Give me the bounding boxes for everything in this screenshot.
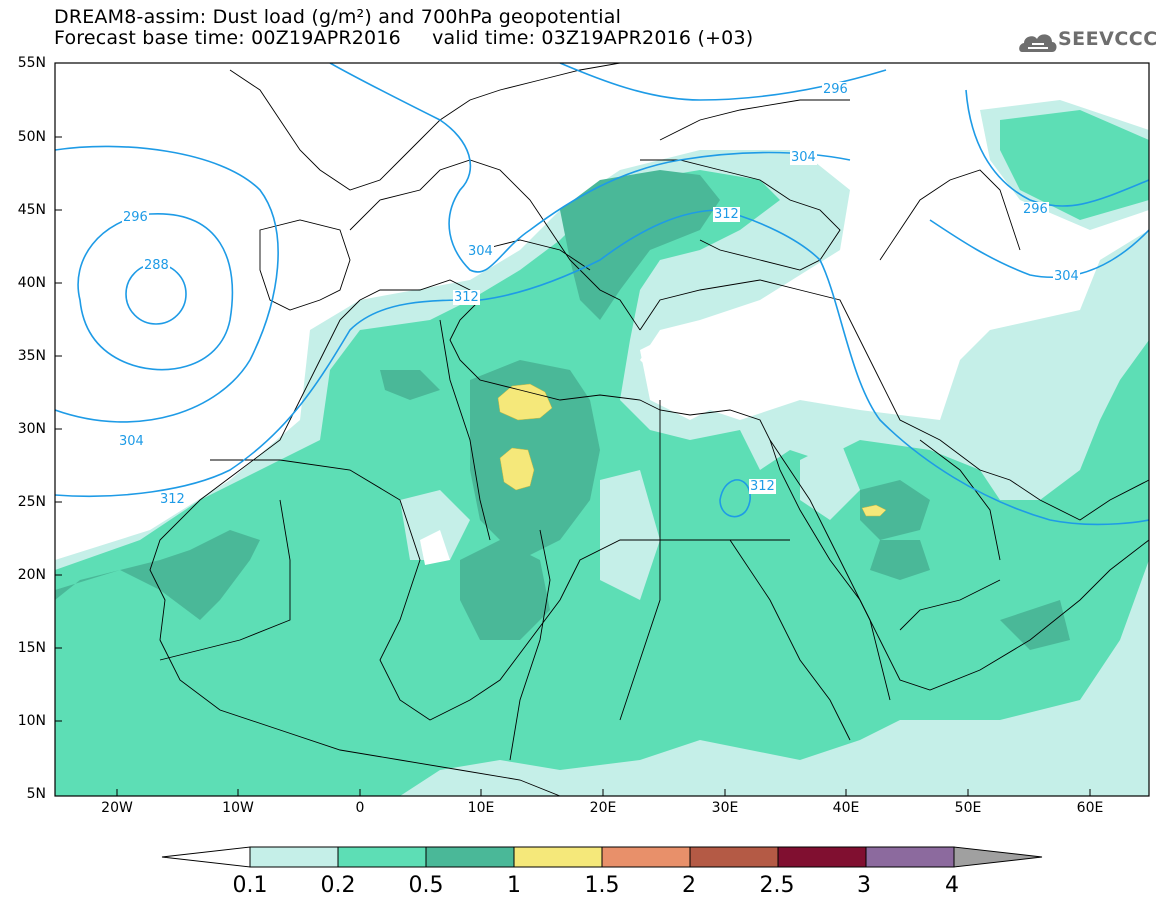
colorbar-tick-label: 1.5 (584, 873, 620, 898)
chart-title: DREAM8-assim: Dust load (g/m²) and 700hP… (54, 6, 622, 28)
colorbar-tick-label: 1 (507, 873, 521, 898)
lon-label: 20W (101, 800, 133, 816)
contour-label: 296 (122, 210, 149, 225)
colorbar-tick-label: 0.1 (232, 873, 268, 898)
lon-label: 0 (355, 800, 365, 816)
contour-label: 312 (159, 492, 186, 507)
lon-label: 10E (467, 800, 495, 816)
contour-label: 312 (713, 207, 740, 222)
contour-label: 304 (467, 244, 494, 259)
contour-label: 304 (118, 434, 145, 449)
contour-label: 296 (822, 82, 849, 97)
lat-label: 25N (17, 494, 46, 510)
lat-label: 20N (17, 567, 46, 583)
lon-label: 30E (711, 800, 739, 816)
contour-label: 288 (143, 258, 170, 273)
lat-label: 50N (17, 129, 46, 145)
lat-label: 30N (17, 421, 46, 437)
lat-label: 40N (17, 275, 46, 291)
colorbar-tick-label: 3 (857, 873, 871, 898)
cloud-icon (1019, 34, 1057, 52)
lat-label: 35N (17, 348, 46, 364)
colorbar-tick-label: 4 (945, 873, 959, 898)
chart-subtitle: Forecast base time: 00Z19APR2016 valid t… (54, 27, 754, 49)
contour-label: 312 (453, 290, 480, 305)
lat-label: 15N (17, 640, 46, 656)
lon-label: 20E (589, 800, 617, 816)
contour-label: 296 (1022, 202, 1049, 217)
lat-label: 45N (17, 202, 46, 218)
contour-label: 304 (1053, 269, 1080, 284)
lon-label: 40E (832, 800, 860, 816)
colorbar-tick-label: 0.5 (408, 873, 444, 898)
dust-field-1 (497, 383, 887, 517)
colorbar-tick-label: 0.2 (320, 873, 356, 898)
colorbar-tick-label: 2 (682, 873, 696, 898)
logo-text: SEEVCCC (1058, 28, 1158, 50)
lon-label: 50E (954, 800, 982, 816)
lat-label: 55N (17, 55, 46, 71)
contour-label: 304 (790, 150, 817, 165)
colorbar-tick-label: 2.5 (759, 873, 795, 898)
lat-label: 10N (17, 713, 46, 729)
lat-label: 5N (26, 786, 46, 802)
lon-label: 60E (1076, 800, 1104, 816)
contour-label: 312 (749, 479, 776, 494)
lon-label: 10W (222, 800, 254, 816)
